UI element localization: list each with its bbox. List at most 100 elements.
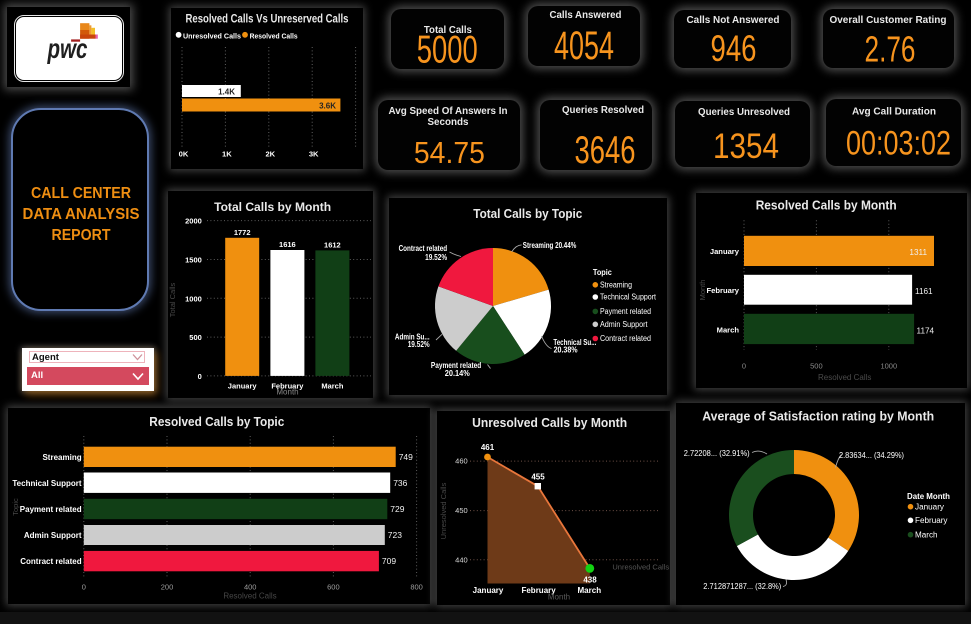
- svg-text:CALL CENTER: CALL CENTER: [31, 185, 131, 202]
- svg-text:DATA ANALYSIS: DATA ANALYSIS: [23, 206, 140, 223]
- svg-text:200: 200: [161, 583, 174, 592]
- svg-text:400: 400: [244, 583, 257, 592]
- svg-text:729: 729: [390, 504, 404, 514]
- svg-text:Total Calls by Topic: Total Calls by Topic: [473, 206, 582, 221]
- svg-text:1616: 1616: [279, 240, 296, 249]
- svg-text:Technical Support: Technical Support: [12, 479, 82, 488]
- svg-text:1.4K: 1.4K: [218, 88, 235, 97]
- svg-text:Payment related: Payment related: [431, 360, 481, 370]
- svg-text:2K: 2K: [265, 150, 275, 159]
- svg-text:1174: 1174: [917, 327, 935, 336]
- svg-text:4054: 4054: [554, 24, 614, 66]
- svg-text:Average of Satisfaction rating: Average of Satisfaction rating by Month: [702, 409, 934, 424]
- svg-text:0: 0: [82, 583, 86, 592]
- svg-text:Streaming: Streaming: [600, 281, 632, 290]
- svg-text:Queries Resolved: Queries Resolved: [562, 105, 644, 116]
- svg-text:460: 460: [455, 457, 468, 466]
- svg-text:March: March: [578, 586, 602, 595]
- svg-text:2.72208... (32.91%): 2.72208... (32.91%): [684, 448, 750, 458]
- svg-text:Technical Su...: Technical Su...: [553, 337, 596, 347]
- svg-text:19.52%: 19.52%: [408, 339, 430, 349]
- svg-text:946: 946: [711, 28, 757, 68]
- svg-text:Date Month: Date Month: [907, 491, 950, 501]
- svg-text:1000: 1000: [880, 362, 897, 371]
- svg-text:2000: 2000: [185, 217, 202, 226]
- svg-text:Payment related: Payment related: [600, 307, 651, 316]
- svg-text:749: 749: [399, 452, 413, 462]
- svg-text:Admin Su...: Admin Su...: [395, 331, 430, 341]
- svg-text:Technical Support: Technical Support: [600, 293, 657, 302]
- svg-text:3646: 3646: [575, 129, 636, 170]
- svg-text:723: 723: [388, 530, 402, 540]
- svg-text:Total Calls by Month: Total Calls by Month: [214, 200, 331, 214]
- svg-text:January: January: [915, 502, 944, 511]
- svg-text:450: 450: [455, 506, 468, 515]
- svg-text:Streaming: Streaming: [42, 453, 81, 462]
- svg-text:440: 440: [455, 555, 468, 564]
- svg-text:Resolved Calls: Resolved Calls: [250, 32, 298, 41]
- svg-text:1500: 1500: [185, 256, 202, 265]
- svg-text:709: 709: [382, 556, 396, 566]
- svg-text:Seconds: Seconds: [428, 117, 469, 128]
- svg-text:Calls Answered: Calls Answered: [550, 10, 622, 21]
- svg-text:February: February: [271, 382, 304, 391]
- svg-text:pwc: pwc: [47, 33, 88, 64]
- svg-text:Unresolved Calls: Unresolved Calls: [612, 563, 669, 572]
- svg-text:Admin Support: Admin Support: [24, 531, 82, 540]
- svg-text:5000: 5000: [417, 29, 478, 69]
- svg-text:Admin Support: Admin Support: [600, 320, 648, 329]
- svg-text:Month: Month: [276, 388, 298, 397]
- svg-text:February: February: [915, 516, 948, 525]
- svg-text:500: 500: [189, 333, 202, 342]
- svg-text:Resolved Calls by Topic: Resolved Calls by Topic: [149, 414, 284, 429]
- svg-text:1161: 1161: [915, 287, 933, 296]
- svg-text:438: 438: [583, 576, 597, 585]
- svg-text:0: 0: [198, 372, 202, 381]
- svg-text:February: February: [521, 586, 556, 595]
- svg-text:Streaming 20.44%: Streaming 20.44%: [523, 240, 577, 250]
- svg-text:455: 455: [531, 473, 545, 482]
- svg-text:Resolved Calls: Resolved Calls: [818, 373, 871, 382]
- svg-text:March: March: [915, 530, 938, 539]
- svg-text:Avg Call Duration: Avg Call Duration: [852, 107, 936, 118]
- svg-text:Payment related: Payment related: [20, 505, 82, 514]
- svg-text:1000: 1000: [185, 294, 202, 303]
- svg-text:Contract related: Contract related: [600, 334, 651, 343]
- svg-text:736: 736: [393, 478, 407, 488]
- svg-text:Unresolved Calls: Unresolved Calls: [439, 482, 448, 539]
- svg-text:461: 461: [481, 443, 495, 452]
- svg-text:54.75: 54.75: [414, 135, 485, 170]
- svg-text:March: March: [717, 326, 740, 335]
- svg-text:March: March: [321, 382, 344, 391]
- svg-text:1K: 1K: [222, 150, 232, 159]
- svg-text:Resolved Calls: Resolved Calls: [223, 592, 276, 601]
- svg-text:1772: 1772: [234, 228, 251, 237]
- svg-text:Topic: Topic: [593, 267, 612, 277]
- svg-text:Resolved Calls by Month: Resolved Calls by Month: [756, 198, 897, 213]
- svg-text:2.76: 2.76: [865, 29, 916, 69]
- svg-text:800: 800: [410, 583, 423, 592]
- svg-text:3K: 3K: [309, 150, 319, 159]
- svg-text:0: 0: [742, 362, 746, 371]
- svg-text:Queries Unresolved: Queries Unresolved: [698, 107, 790, 118]
- svg-text:20.14%: 20.14%: [445, 368, 470, 378]
- svg-text:1354: 1354: [713, 127, 779, 166]
- svg-text:1311: 1311: [909, 248, 927, 257]
- svg-text:Month: Month: [548, 593, 570, 602]
- svg-text:January: January: [228, 382, 258, 391]
- svg-text:Unresolved Calls: Unresolved Calls: [183, 32, 241, 41]
- svg-text:Overall Customer Rating: Overall Customer Rating: [830, 15, 947, 26]
- svg-text:Calls Not Answered: Calls Not Answered: [687, 15, 780, 26]
- svg-text:January: January: [473, 586, 504, 595]
- svg-text:REPORT: REPORT: [52, 227, 111, 244]
- svg-text:0K: 0K: [179, 150, 189, 159]
- svg-text:20.38%: 20.38%: [554, 345, 578, 355]
- svg-text:Unresolved Calls by Month: Unresolved Calls by Month: [472, 415, 627, 430]
- svg-text:Resolved Calls Vs Unreserved C: Resolved Calls Vs Unreserved Calls: [186, 12, 349, 26]
- svg-text:January: January: [710, 247, 740, 256]
- svg-text:3.6K: 3.6K: [319, 101, 336, 110]
- svg-text:19.52%: 19.52%: [425, 252, 447, 262]
- svg-text:Contract related: Contract related: [399, 243, 448, 253]
- svg-text:Total Calls: Total Calls: [424, 25, 472, 36]
- svg-text:2.712871287... (32.8%): 2.712871287... (32.8%): [703, 581, 781, 591]
